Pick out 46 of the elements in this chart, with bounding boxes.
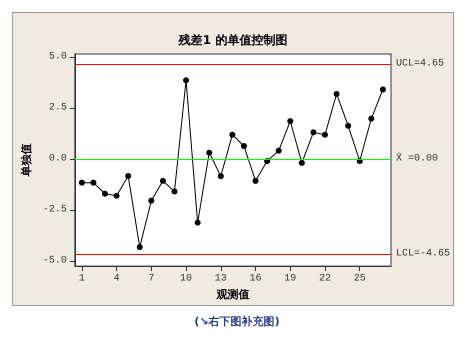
x-tick-label: 4 xyxy=(114,274,120,285)
y-tick-label: 5.0 xyxy=(48,52,67,63)
point xyxy=(252,178,259,184)
point xyxy=(194,220,201,226)
point xyxy=(206,150,212,156)
y-tick-label: -5.0 xyxy=(42,256,67,266)
point xyxy=(368,116,374,122)
point xyxy=(125,172,132,179)
point xyxy=(218,173,224,180)
ref-line-label: X̄ =0.00 xyxy=(396,152,438,165)
point xyxy=(298,160,305,166)
text: (↘右下图补充图) xyxy=(193,314,281,329)
point xyxy=(334,90,340,97)
point xyxy=(171,188,178,194)
y-tick-label: 2.5 xyxy=(48,102,67,114)
point xyxy=(345,122,352,129)
x-tick-label: 13 xyxy=(214,274,227,285)
point xyxy=(148,198,154,204)
point xyxy=(287,118,294,124)
point xyxy=(136,244,143,250)
point xyxy=(183,77,190,84)
ref-line-label: LCL=-4.65 xyxy=(396,248,450,260)
y-axis-title: 单独值 xyxy=(20,144,33,178)
point xyxy=(78,180,85,186)
x-tick-label: 7 xyxy=(148,274,154,285)
ref-line-label: UCL=4.65 xyxy=(396,58,444,70)
x-tick-label: 1 xyxy=(78,274,85,285)
x-tick-label: 16 xyxy=(250,274,262,285)
point xyxy=(114,192,120,199)
x-axis-title: 观测值 xyxy=(215,288,250,301)
x-tick-label: 10 xyxy=(180,274,192,285)
y-tick-label: 0.0 xyxy=(48,154,67,165)
point xyxy=(276,148,282,154)
point xyxy=(160,178,166,184)
x-tick-label: 25 xyxy=(354,274,366,285)
x-tick-label: 19 xyxy=(284,274,296,285)
chart-title: 残差1 的单值控制图 xyxy=(178,33,288,47)
point xyxy=(90,180,96,186)
point xyxy=(380,86,386,92)
x-tick-label: 22 xyxy=(318,274,332,285)
point xyxy=(322,132,328,138)
point xyxy=(229,132,236,138)
point xyxy=(310,129,316,136)
point xyxy=(240,142,247,149)
point xyxy=(102,190,108,197)
y-tick-label: -2.5 xyxy=(42,204,67,216)
